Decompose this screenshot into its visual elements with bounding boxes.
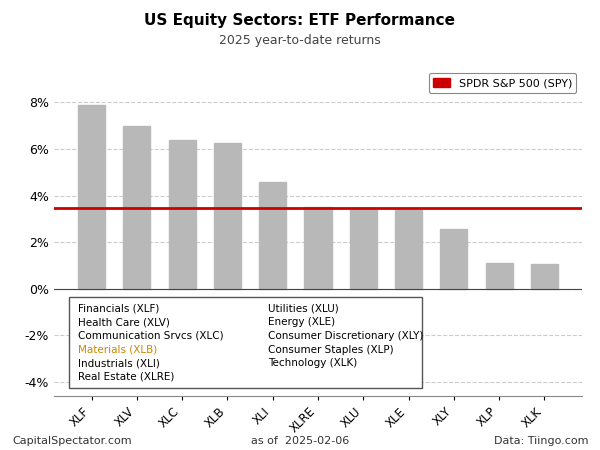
Bar [531,264,558,289]
Text: Consumer Discretionary (XLY): Consumer Discretionary (XLY) [268,331,424,341]
Bar [214,143,241,289]
Text: Data: Tiingo.com: Data: Tiingo.com [493,436,588,446]
Text: 2025 year-to-date returns: 2025 year-to-date returns [219,34,381,47]
Text: Energy (XLE): Energy (XLE) [268,318,335,328]
Bar [395,210,422,289]
Text: Real Estate (XLRE): Real Estate (XLRE) [78,372,175,382]
Legend: SPDR S&P 500 (SPY): SPDR S&P 500 (SPY) [428,73,577,93]
Bar [440,230,467,289]
Bar [350,208,377,289]
FancyBboxPatch shape [69,297,422,388]
Text: US Equity Sectors: ETF Performance: US Equity Sectors: ETF Performance [145,14,455,28]
Bar [304,207,332,289]
Bar [485,263,513,289]
Text: Utilities (XLU): Utilities (XLU) [268,304,339,314]
Text: CapitalSpectator.com: CapitalSpectator.com [12,436,131,446]
Text: Health Care (XLV): Health Care (XLV) [78,318,170,328]
Text: Consumer Staples (XLP): Consumer Staples (XLP) [268,345,394,355]
Text: Materials (XLB): Materials (XLB) [78,345,157,355]
Text: Financials (XLF): Financials (XLF) [78,304,160,314]
Bar [78,105,105,289]
Text: Communication Srvcs (XLC): Communication Srvcs (XLC) [78,331,224,341]
Text: Industrials (XLI): Industrials (XLI) [78,358,160,368]
Bar [123,126,151,289]
Text: as of  2025-02-06: as of 2025-02-06 [251,436,349,446]
Text: Technology (XLK): Technology (XLK) [268,358,358,368]
Bar [259,182,286,289]
Bar [169,140,196,289]
